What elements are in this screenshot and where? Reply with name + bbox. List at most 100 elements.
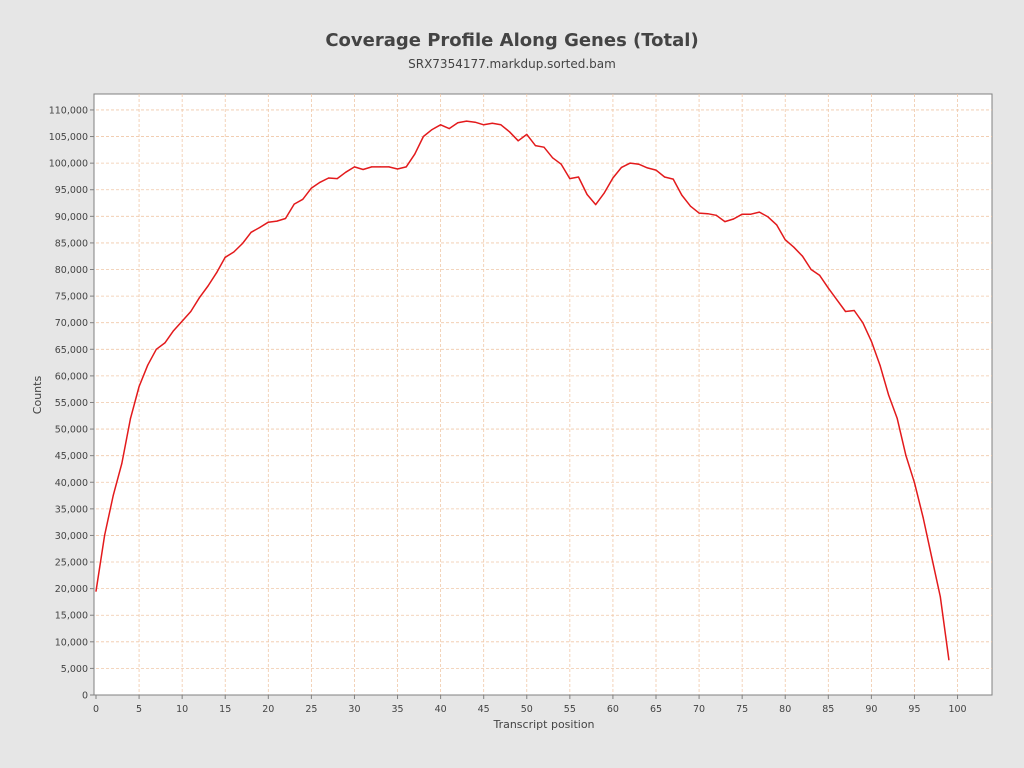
data-point — [612, 177, 614, 179]
y-tick-label: 80,000 — [55, 265, 88, 276]
data-point — [293, 203, 295, 205]
plot-area — [93, 93, 993, 696]
data-point — [414, 153, 416, 155]
x-tick-label: 75 — [736, 704, 748, 715]
y-tick-label: 20,000 — [55, 584, 88, 595]
data-point — [224, 256, 226, 258]
data-point — [491, 122, 493, 124]
data-point — [629, 162, 631, 164]
data-point — [207, 285, 209, 287]
data-point — [121, 463, 123, 465]
data-point — [517, 140, 519, 142]
data-point — [776, 224, 778, 226]
data-point — [931, 556, 933, 558]
data-point — [827, 287, 829, 289]
data-point — [302, 198, 304, 200]
data-point — [724, 221, 726, 223]
data-point — [552, 157, 554, 159]
data-point — [336, 177, 338, 180]
data-point — [853, 309, 855, 312]
x-tick-label: 65 — [650, 704, 662, 715]
data-point — [112, 494, 114, 497]
data-point — [190, 310, 192, 313]
data-point — [638, 163, 640, 165]
data-point — [526, 133, 528, 136]
data-point — [758, 211, 760, 213]
x-tick-label: 90 — [865, 704, 877, 715]
data-point — [138, 385, 140, 388]
x-tick-label: 20 — [262, 704, 274, 715]
y-tick-label: 100,000 — [49, 159, 88, 170]
x-tick-label: 70 — [693, 704, 705, 715]
x-tick-label: 100 — [948, 704, 966, 715]
y-tick-label: 50,000 — [55, 425, 88, 436]
data-point — [801, 255, 804, 257]
data-point — [216, 272, 218, 274]
data-point — [379, 166, 381, 168]
data-point — [707, 213, 709, 215]
y-tick-label: 90,000 — [55, 212, 88, 223]
data-point — [362, 168, 364, 171]
x-tick-label: 85 — [822, 704, 834, 715]
x-tick-label: 60 — [607, 704, 619, 715]
data-point — [819, 274, 821, 276]
x-tick-label: 35 — [391, 704, 403, 715]
y-tick-label: 60,000 — [55, 371, 88, 382]
chart-title: Coverage Profile Along Genes (Total) — [325, 30, 699, 51]
x-tick-label: 95 — [908, 704, 920, 715]
data-point — [250, 231, 252, 233]
data-point — [483, 124, 485, 126]
data-point — [431, 129, 433, 131]
data-point — [732, 218, 735, 220]
data-point — [870, 340, 872, 342]
data-point — [620, 166, 623, 168]
data-point — [267, 221, 269, 223]
data-point — [689, 205, 692, 207]
data-point — [328, 177, 330, 179]
data-point — [259, 226, 261, 229]
data-point — [147, 364, 149, 366]
data-point — [500, 124, 502, 126]
x-ticks: 0 5 10 15 20 25 30 35 40 45 50 55 60 65 70 75 80 85 90 95 10… — [93, 695, 967, 715]
data-point — [534, 144, 536, 147]
y-tick-label: 105,000 — [49, 132, 88, 143]
data-point — [586, 193, 588, 196]
data-point — [595, 204, 597, 206]
data-point — [104, 534, 106, 537]
y-tick-label: 25,000 — [55, 558, 88, 569]
data-point — [664, 176, 666, 178]
data-point — [715, 214, 717, 216]
data-point — [741, 213, 743, 215]
data-point — [164, 342, 166, 344]
data-point — [569, 177, 571, 180]
data-point — [95, 590, 97, 592]
data-point — [681, 194, 683, 196]
x-tick-label: 25 — [305, 704, 317, 715]
y-tick-label: 70,000 — [55, 318, 88, 329]
x-tick-label: 45 — [478, 704, 490, 715]
y-tick-label: 0 — [82, 691, 88, 702]
data-point — [276, 220, 278, 222]
series-layer — [95, 120, 950, 661]
x-tick-label: 10 — [176, 704, 188, 715]
data-point — [345, 171, 347, 173]
x-axis-label: Transcript position — [492, 718, 594, 731]
data-point — [319, 181, 321, 183]
data-point — [448, 127, 450, 130]
grid-lines — [96, 94, 992, 695]
data-point — [793, 246, 795, 248]
y-tick-label: 75,000 — [55, 292, 88, 303]
data-point — [603, 192, 605, 194]
data-point — [750, 213, 752, 215]
x-tick-label: 50 — [521, 704, 533, 715]
y-tick-label: 85,000 — [55, 238, 88, 249]
data-point — [698, 212, 700, 214]
data-point — [543, 146, 545, 148]
data-point — [181, 320, 183, 322]
y-tick-label: 45,000 — [55, 451, 88, 462]
data-point — [784, 239, 786, 241]
data-point — [241, 242, 244, 245]
data-point — [844, 310, 847, 313]
data-point — [508, 131, 511, 133]
